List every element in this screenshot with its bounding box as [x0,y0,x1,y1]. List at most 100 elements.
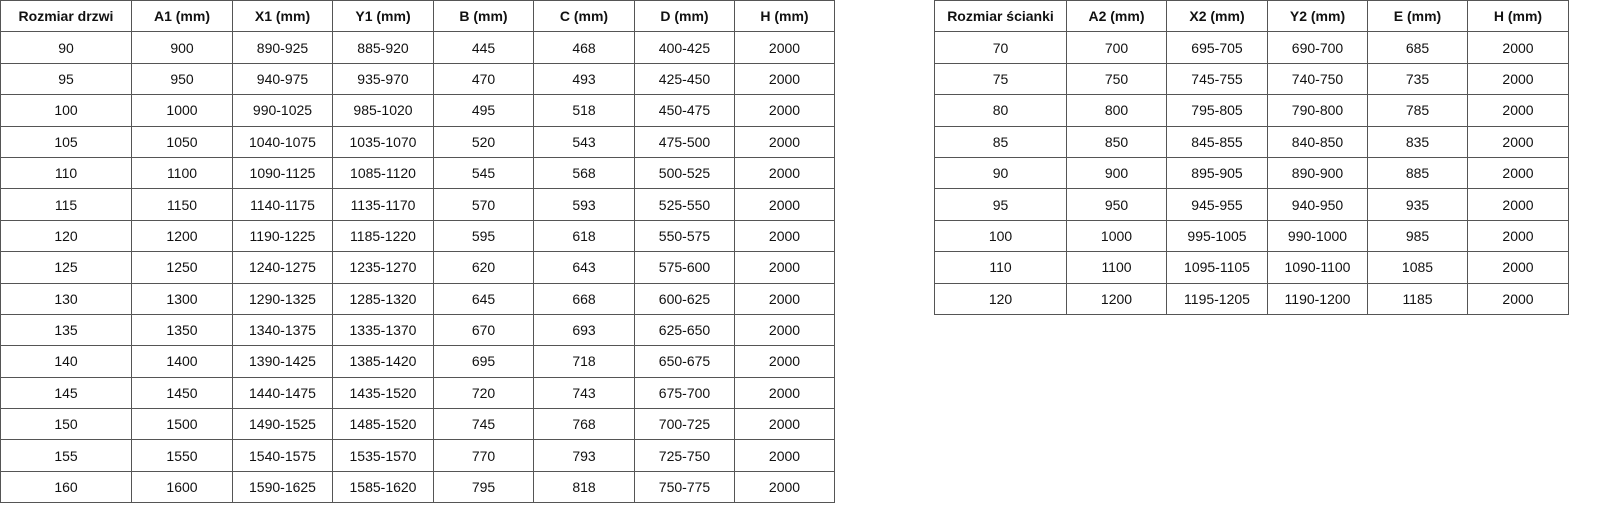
table-cell: 145 [0,376,132,410]
table-cell: 518 [533,94,635,127]
table-cell: 1435-1520 [332,376,434,410]
column-header: Rozmiar drzwi [0,0,132,33]
table-cell: 120 [0,219,132,253]
table-cell: 425-450 [634,62,735,96]
table-cell: 140 [0,345,132,378]
table-cell: 1585-1620 [332,470,434,504]
table-cell: 800 [1066,94,1167,127]
table-cell: 550-575 [634,219,735,253]
table-row: 115 1150 1140-1175 1135-1170 570 593 525-550 20… [0,188,835,221]
table-cell: 120 [934,282,1067,315]
table-cell: 790-800 [1267,94,1368,127]
table-cell: 2000 [1467,156,1569,190]
table-row: 140 1400 1390-1425 1385-1420 695 718 650-675 20… [0,345,835,378]
table-cell: 1190-1225 [232,219,333,253]
table-cell: 2000 [1467,125,1569,158]
table-cell: 470 [433,62,534,96]
table-cell: 450-475 [634,94,735,127]
table-cell: 745-755 [1166,62,1268,96]
table-cell: 740-750 [1267,62,1368,96]
table-row: 145 1450 1440-1475 1435-1520 720 743 675-700 20… [0,376,835,410]
table-row: 155 1550 1540-1575 1535-1570 770 793 725-750 20… [0,439,835,472]
table-cell: 1050 [131,125,233,158]
table-cell: 2000 [1467,188,1569,221]
column-header: E (mm) [1367,0,1468,33]
table-cell: 1600 [131,470,233,504]
table-cell: 468 [533,31,635,64]
table-cell: 670 [433,313,534,347]
table-cell: 750-775 [634,470,735,504]
table-cell: 2000 [734,251,835,284]
table-cell: 890-900 [1267,156,1368,190]
table-cell: 85 [934,125,1067,158]
table-row: 130 1300 1290-1325 1285-1320 645 668 600-625 20… [0,282,835,315]
table-cell: 543 [533,125,635,158]
table-cell: 990-1025 [232,94,333,127]
table-cell: 495 [433,94,534,127]
table-cell: 720 [433,376,534,410]
table-cell: 895-905 [1166,156,1268,190]
table-cell: 1590-1625 [232,470,333,504]
table-cell: 2000 [1467,94,1569,127]
table-cell: 568 [533,156,635,190]
table-cell: 750 [1066,62,1167,96]
column-header: H (mm) [1467,0,1569,33]
table-cell: 1485-1520 [332,408,434,441]
table-cell: 945-955 [1166,188,1268,221]
table-cell: 950 [131,62,233,96]
table-cell: 1140-1175 [232,188,333,221]
table-cell: 2000 [734,345,835,378]
table-cell: 735 [1367,62,1468,96]
table-cell: 2000 [1467,62,1569,96]
table-cell: 1150 [131,188,233,221]
table-cell: 2000 [734,376,835,410]
table-cell: 75 [934,62,1067,96]
table-row: 80 800 795-805 790-800 785 2000 [934,94,1569,127]
column-header: A1 (mm) [131,0,233,33]
table-cell: 1085 [1367,251,1468,284]
table-cell: 1095-1105 [1166,251,1268,284]
table-cell: 675-700 [634,376,735,410]
table-cell: 1540-1575 [232,439,333,472]
table-row: 110 1100 1090-1125 1085-1120 545 568 500-525 20… [0,156,835,190]
table-cell: 1490-1525 [232,408,333,441]
table-cell: 785 [1367,94,1468,127]
table-cell: 500-525 [634,156,735,190]
table-cell: 985 [1367,219,1468,253]
table-cell: 2000 [734,408,835,441]
table-cell: 1550 [131,439,233,472]
table-cell: 493 [533,62,635,96]
table-cell: 1090-1100 [1267,251,1368,284]
table-cell: 1040-1075 [232,125,333,158]
table-cell: 2000 [734,219,835,253]
table-cell: 1385-1420 [332,345,434,378]
table-row: 120 1200 1190-1225 1185-1220 595 618 550-575 20… [0,219,835,253]
table-cell: 575-600 [634,251,735,284]
table-cell: 1290-1325 [232,282,333,315]
table-cell: 935-970 [332,62,434,96]
column-header: Rozmiar ścianki [934,0,1067,33]
table-cell: 940-975 [232,62,333,96]
table-cell: 570 [433,188,534,221]
table-row: 70 700 695-705 690-700 685 2000 [934,31,1569,64]
table-cell: 1350 [131,313,233,347]
table-cell: 2000 [1467,31,1569,64]
table-cell: 995-1005 [1166,219,1268,253]
table-row: 75 750 745-755 740-750 735 2000 [934,62,1569,96]
table-cell: 850 [1066,125,1167,158]
table-cell: 950 [1066,188,1167,221]
table-cell: 818 [533,470,635,504]
table-cell: 545 [433,156,534,190]
table-cell: 110 [934,251,1067,284]
table-cell: 900 [131,31,233,64]
table-cell: 2000 [734,156,835,190]
column-header: X1 (mm) [232,0,333,33]
table-cell: 115 [0,188,132,221]
table-cell: 645 [433,282,534,315]
table-cell: 695-705 [1166,31,1268,64]
table-cell: 150 [0,408,132,441]
table-row: 95 950 945-955 940-950 935 2000 [934,188,1569,221]
table-cell: 900 [1066,156,1167,190]
table-cell: 1450 [131,376,233,410]
header-row: Rozmiar drzwi A1 (mm) X1 (mm) Y1 (mm) B (mm)… [0,0,835,33]
